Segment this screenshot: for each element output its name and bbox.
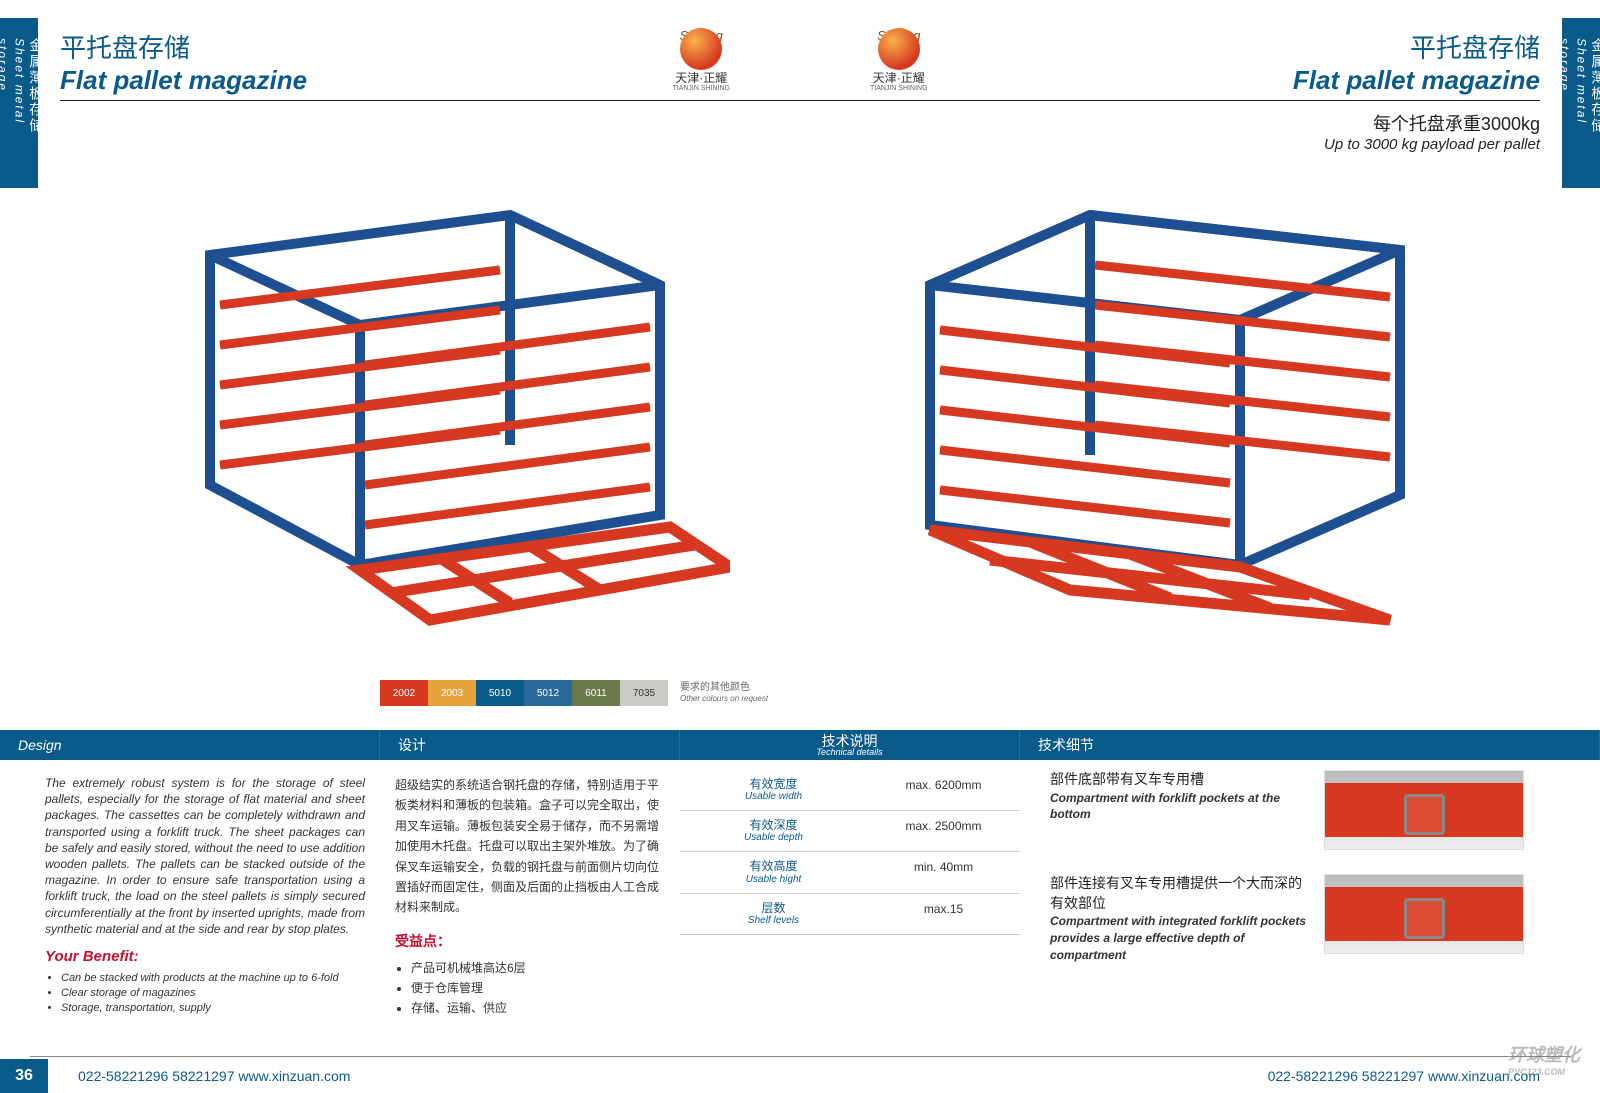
spec-row: 层数Shelf levelsmax.15 bbox=[680, 894, 1020, 935]
spec-row: 有效宽度Usable widthmax. 6200mm bbox=[680, 770, 1020, 811]
logo-cn: 天津·正耀 bbox=[873, 71, 925, 85]
spec-row: 有效深度Usable depthmax. 2500mm bbox=[680, 811, 1020, 852]
rack-illustration-left bbox=[130, 195, 730, 635]
benefit-item: 便于仓库管理 bbox=[411, 978, 665, 998]
benefit-item: 产品可机械堆高达6层 bbox=[411, 958, 665, 978]
title-en: Flat pallet magazine bbox=[60, 65, 307, 96]
color-swatch: 5010 bbox=[476, 680, 524, 706]
watermark: 环球塑化 PVC123.COM bbox=[1508, 1041, 1580, 1077]
feature-column: 部件底部带有叉车专用槽Compartment with forklift poc… bbox=[1050, 770, 1550, 988]
footer-contact-right: 022-58221296 58221297 www.xinzuan.com bbox=[1268, 1068, 1540, 1084]
side-tab-left: 金属薄板存储 Sheet metal storage bbox=[0, 18, 38, 188]
swatch-note: 要求的其他颜色Other colours on request bbox=[680, 682, 768, 704]
feature-text: 部件连接有叉车专用槽提供一个大而深的有效部位Compartment with i… bbox=[1050, 874, 1310, 964]
benefit-item: Can be stacked with products at the mach… bbox=[61, 971, 365, 986]
color-swatch: 7035 bbox=[620, 680, 668, 706]
page-header: 平托盘存储 Flat pallet magazine Shining 天津·正耀… bbox=[60, 28, 1540, 96]
spec-value: max. 6200mm bbox=[867, 778, 1020, 802]
logo-cn: 天津·正耀 bbox=[675, 71, 727, 85]
color-swatch: 2003 bbox=[428, 680, 476, 706]
page-number: 36 bbox=[0, 1059, 48, 1093]
brand-logo: Shining 天津·正耀 TIANJIN SHINING bbox=[870, 28, 928, 93]
title-cn: 平托盘存储 bbox=[60, 28, 307, 65]
benefit-cn-heading: 受益点： bbox=[395, 930, 665, 954]
title-left: 平托盘存储 Flat pallet magazine bbox=[60, 28, 307, 96]
spec-label: 有效深度Usable depth bbox=[680, 819, 867, 843]
payload-note: 每个托盘承重3000kg Up to 3000 kg payload per p… bbox=[1324, 110, 1540, 153]
logo-text: 天津·正耀 TIANJIN SHINING bbox=[870, 72, 928, 93]
feature-image bbox=[1324, 770, 1524, 850]
benefit-cn-list: 产品可机械堆高达6层便于仓库管理存储、运输、供应 bbox=[411, 958, 665, 1019]
section-design-cn: 设计 bbox=[380, 730, 680, 760]
title-cn: 平托盘存储 bbox=[1293, 28, 1540, 65]
spec-label: 有效高度Usable hight bbox=[680, 860, 867, 884]
divider-bottom bbox=[30, 1056, 1570, 1057]
benefit-en-heading: Your Benefit: bbox=[45, 947, 365, 967]
brand-logo: Shining 天津·正耀 TIANJIN SHINING bbox=[672, 28, 730, 93]
design-en-column: The extremely robust system is for the s… bbox=[45, 775, 365, 1016]
spec-label: 有效宽度Usable width bbox=[680, 778, 867, 802]
feature-image bbox=[1324, 874, 1524, 954]
logo-en: TIANJIN SHINING bbox=[672, 85, 730, 93]
spec-value: max. 2500mm bbox=[867, 819, 1020, 843]
spec-table: 有效宽度Usable widthmax. 6200mm有效深度Usable de… bbox=[680, 770, 1020, 935]
spec-row: 有效高度Usable hightmin. 40mm bbox=[680, 852, 1020, 893]
benefit-item: 存储、运输、供应 bbox=[411, 998, 665, 1018]
color-swatch: 2002 bbox=[380, 680, 428, 706]
logo-text: 天津·正耀 TIANJIN SHINING bbox=[672, 72, 730, 93]
benefit-item: Clear storage of magazines bbox=[61, 986, 365, 1001]
design-en-body: The extremely robust system is for the s… bbox=[45, 775, 365, 937]
section-bar: Design 设计 技术说明 Technical details 技术细节 bbox=[0, 730, 1600, 760]
side-tab-cn: 金属薄板存储 bbox=[1590, 38, 1600, 134]
rack-illustration-right bbox=[870, 195, 1470, 635]
color-swatch: 6011 bbox=[572, 680, 620, 706]
page-footer: 36 022-58221296 58221297 www.xinzuan.com… bbox=[0, 1059, 1600, 1093]
section-design-en: Design bbox=[0, 730, 380, 760]
footer-contact-left: 022-58221296 58221297 www.xinzuan.com bbox=[78, 1068, 350, 1084]
side-tab-en: Sheet metal storage bbox=[0, 38, 26, 124]
section-tech-cn: 技术说明 bbox=[822, 734, 878, 748]
section-detail: 技术细节 bbox=[1020, 730, 1600, 760]
title-right: 平托盘存储 Flat pallet magazine bbox=[1293, 28, 1540, 96]
logo-ball-icon bbox=[878, 28, 920, 70]
watermark-main: 环球塑化 bbox=[1508, 1045, 1580, 1065]
color-swatch: 5012 bbox=[524, 680, 572, 706]
logo-ball-icon bbox=[680, 28, 722, 70]
watermark-sub: PVC123.COM bbox=[1508, 1067, 1580, 1077]
side-tab-text: 金属薄板存储 Sheet metal storage bbox=[1556, 38, 1600, 168]
benefit-item: Storage, transportation, supply bbox=[61, 1001, 365, 1016]
product-illustrations bbox=[60, 150, 1540, 680]
spec-value: max.15 bbox=[867, 902, 1020, 926]
logos: Shining 天津·正耀 TIANJIN SHINING Shining 天津… bbox=[672, 28, 927, 93]
side-tab-en: Sheet metal storage bbox=[1558, 38, 1589, 124]
divider-top bbox=[60, 100, 1540, 101]
feature-item: 部件连接有叉车专用槽提供一个大而深的有效部位Compartment with i… bbox=[1050, 874, 1550, 964]
logo-en: TIANJIN SHINING bbox=[870, 85, 928, 93]
spec-value: min. 40mm bbox=[867, 860, 1020, 884]
feature-item: 部件底部带有叉车专用槽Compartment with forklift poc… bbox=[1050, 770, 1550, 850]
side-tab-text: 金属薄板存储 Sheet metal storage bbox=[0, 38, 44, 168]
payload-cn: 每个托盘承重3000kg bbox=[1324, 110, 1540, 136]
section-tech: 技术说明 Technical details bbox=[680, 730, 1020, 760]
design-cn-body: 超级结实的系统适合钢托盘的存储，特别适用于平板类材料和薄板的包装箱。盒子可以完全… bbox=[395, 775, 665, 918]
design-cn-column: 超级结实的系统适合钢托盘的存储，特别适用于平板类材料和薄板的包装箱。盒子可以完全… bbox=[395, 775, 665, 1019]
side-tab-cn: 金属薄板存储 bbox=[28, 38, 44, 134]
section-tech-en: Technical details bbox=[816, 748, 882, 757]
side-tab-right: 金属薄板存储 Sheet metal storage bbox=[1562, 18, 1600, 188]
title-en: Flat pallet magazine bbox=[1293, 65, 1540, 96]
color-swatches: 200220035010501260117035 要求的其他颜色Other col… bbox=[380, 680, 768, 706]
benefit-en-list: Can be stacked with products at the mach… bbox=[61, 971, 365, 1016]
feature-text: 部件底部带有叉车专用槽Compartment with forklift poc… bbox=[1050, 770, 1310, 823]
spec-label: 层数Shelf levels bbox=[680, 902, 867, 926]
